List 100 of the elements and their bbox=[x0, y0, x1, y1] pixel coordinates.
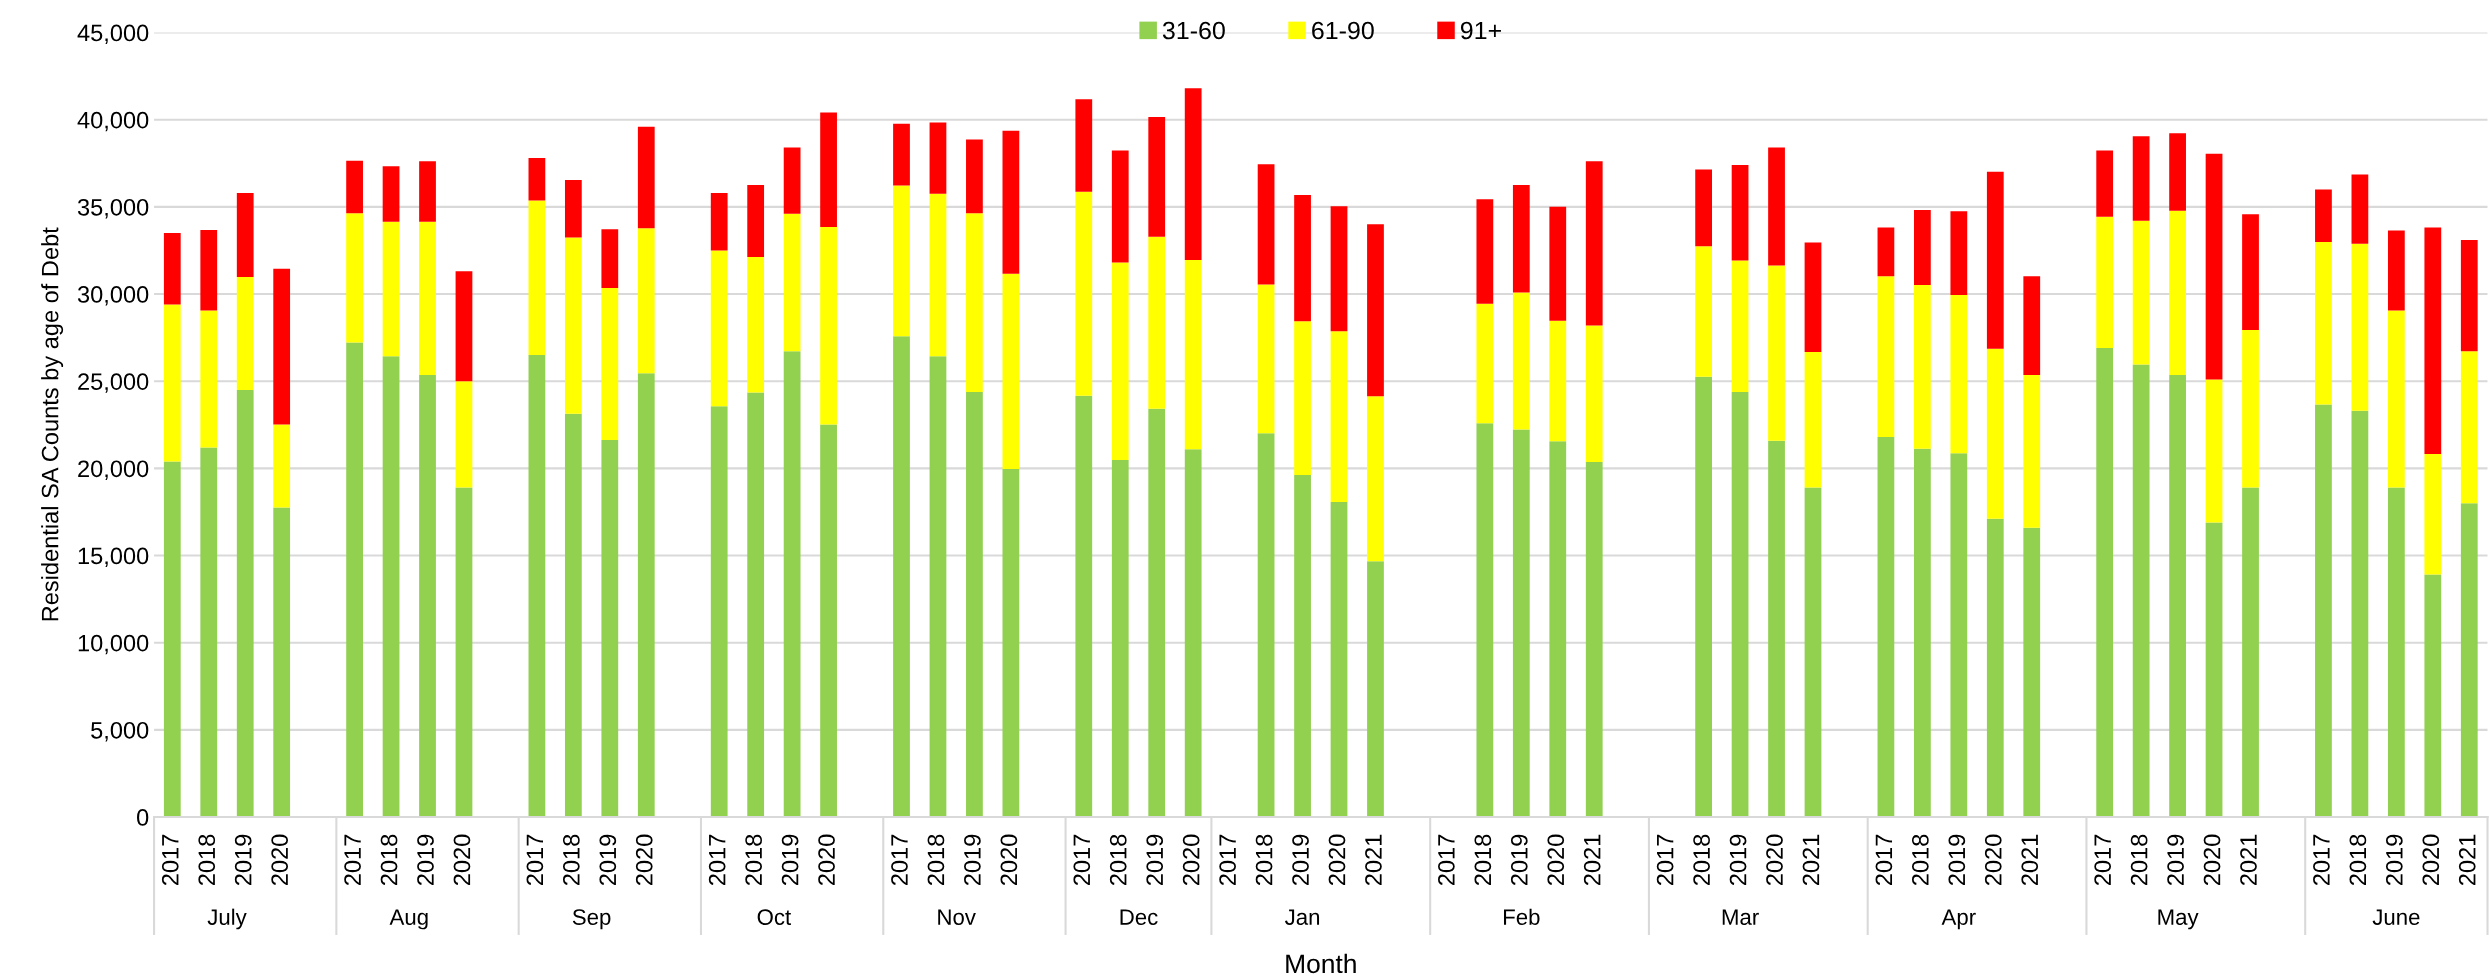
bar bbox=[2424, 574, 2442, 818]
bar bbox=[1950, 453, 1968, 818]
x-tick-label: 2020 bbox=[635, 834, 653, 886]
text: May bbox=[2158, 909, 2199, 930]
bar bbox=[1768, 440, 1785, 818]
bar bbox=[236, 193, 254, 277]
bar bbox=[1294, 195, 1311, 322]
x-tick-label: 2019 bbox=[417, 834, 434, 886]
bar bbox=[1476, 199, 1494, 304]
bar bbox=[528, 355, 546, 818]
bar bbox=[1184, 260, 1202, 450]
bar bbox=[1877, 276, 1895, 437]
bar bbox=[929, 356, 947, 818]
bar bbox=[2169, 375, 2186, 818]
x-tick-label: 2018 bbox=[380, 834, 398, 886]
bar bbox=[2132, 220, 2150, 365]
bar bbox=[601, 440, 619, 818]
bar bbox=[1768, 147, 1785, 266]
bar bbox=[783, 213, 801, 352]
x-tick-label: 2019 bbox=[2167, 834, 2184, 886]
bar bbox=[1877, 436, 1895, 818]
bar bbox=[163, 304, 181, 462]
bar bbox=[1148, 116, 1166, 237]
bar bbox=[2351, 243, 2369, 411]
x-tick-label: 2018 bbox=[1912, 834, 1929, 886]
bar bbox=[236, 276, 254, 391]
bar bbox=[966, 139, 983, 214]
bar bbox=[382, 221, 400, 357]
x-tick-label: 2020 bbox=[271, 834, 289, 886]
bar bbox=[1986, 518, 2004, 818]
bar bbox=[820, 112, 837, 227]
bar bbox=[2242, 487, 2259, 818]
bar bbox=[820, 226, 837, 425]
x-tick-label: 2018 bbox=[2130, 834, 2148, 886]
bar bbox=[783, 147, 801, 214]
bar bbox=[346, 213, 363, 343]
bar bbox=[2351, 174, 2369, 244]
x-tick-label: 2018 bbox=[562, 834, 580, 886]
bar bbox=[1512, 429, 1530, 818]
bar bbox=[1804, 242, 1822, 352]
bar bbox=[382, 356, 400, 818]
bar bbox=[1294, 474, 1311, 818]
bar bbox=[2315, 189, 2332, 242]
bar bbox=[601, 229, 619, 289]
bar bbox=[1330, 502, 1348, 818]
bar bbox=[2205, 379, 2223, 523]
bar bbox=[1367, 561, 1384, 818]
bar bbox=[1950, 295, 1968, 454]
bar bbox=[747, 392, 765, 818]
bar bbox=[820, 424, 837, 818]
x-tick-label: 2020 bbox=[453, 834, 471, 886]
bar bbox=[419, 375, 436, 818]
bar bbox=[564, 237, 582, 414]
bar bbox=[966, 392, 983, 818]
bar bbox=[1804, 351, 1822, 488]
x-tick-label: 2020 bbox=[2422, 834, 2440, 886]
x-tick-label: 2017 bbox=[2313, 834, 2330, 886]
bar bbox=[2205, 522, 2223, 818]
bar bbox=[2096, 216, 2114, 349]
bar bbox=[1585, 325, 1603, 462]
bar bbox=[1476, 303, 1494, 424]
x-tick-label: 2019 bbox=[234, 834, 252, 886]
x-tick-label: 2021 bbox=[2458, 834, 2476, 886]
x-axis-title: Month bbox=[1286, 953, 1356, 974]
bar bbox=[1075, 395, 1093, 818]
bar bbox=[1804, 487, 1822, 818]
bar bbox=[2132, 136, 2150, 221]
x-tick-label: 2020 bbox=[2203, 834, 2221, 886]
bar bbox=[893, 185, 910, 337]
bar bbox=[1257, 284, 1275, 434]
bar bbox=[2315, 404, 2332, 818]
bar bbox=[1257, 433, 1275, 818]
bar bbox=[2424, 453, 2442, 575]
bar bbox=[200, 310, 218, 448]
bar bbox=[528, 158, 546, 201]
x-tick-label: 2017 bbox=[526, 834, 544, 886]
x-tick-label: 2020 bbox=[1182, 834, 1200, 886]
x-tick-label: 2017 bbox=[1656, 834, 1674, 886]
bar bbox=[2096, 348, 2114, 818]
bar bbox=[1330, 206, 1348, 332]
bar bbox=[1476, 423, 1494, 818]
bar bbox=[273, 424, 291, 508]
bar bbox=[1877, 227, 1895, 277]
y-tick-label: 30,000 bbox=[77, 286, 149, 306]
bar bbox=[710, 193, 728, 251]
bar bbox=[1768, 265, 1785, 441]
text: Nov bbox=[938, 909, 976, 925]
bar bbox=[273, 507, 291, 818]
x-tick-label: 2019 bbox=[964, 834, 981, 886]
x-tick-label: 2020 bbox=[1547, 834, 1565, 886]
bar bbox=[2169, 133, 2186, 211]
bar bbox=[455, 381, 473, 488]
x-tick-label: 2019 bbox=[1729, 834, 1747, 886]
bar bbox=[564, 413, 582, 818]
x-tick-label: 2020 bbox=[1766, 834, 1783, 886]
x-tick-label: 2017 bbox=[1219, 834, 1236, 886]
x-tick-label: 2018 bbox=[1255, 834, 1273, 886]
x-tick-label: 2021 bbox=[1365, 834, 1382, 886]
y-tick-label: 35,000 bbox=[77, 198, 149, 219]
text: July bbox=[207, 908, 247, 930]
